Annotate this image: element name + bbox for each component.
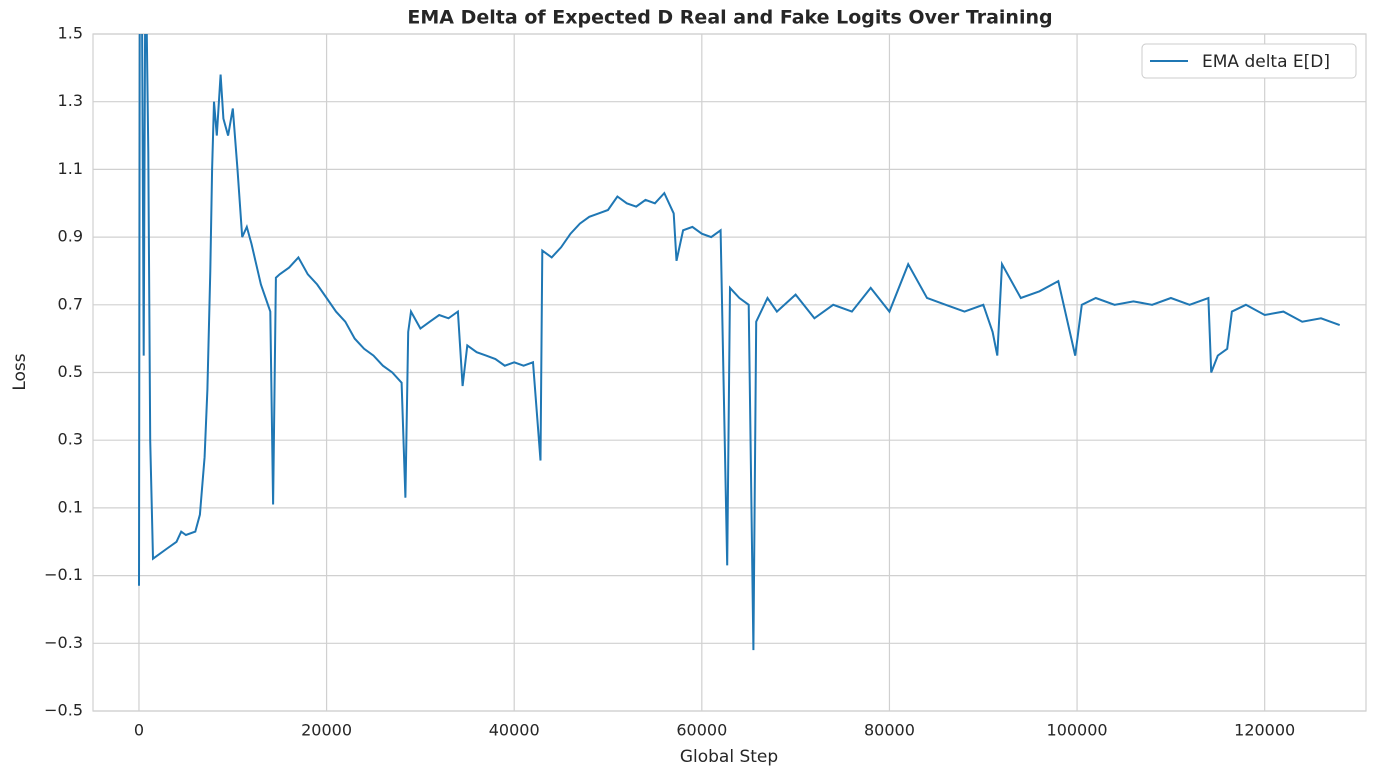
- x-tick-label: 0: [134, 721, 144, 740]
- legend: EMA delta E[D]: [1141, 43, 1357, 79]
- x-tick-label: 20000: [301, 721, 352, 740]
- line-series: [138, 34, 1341, 651]
- x-tick-label: 40000: [489, 721, 540, 740]
- y-tick-label: 1.1: [58, 159, 83, 178]
- y-tick-label: 1.5: [58, 24, 83, 43]
- y-tick-label: 0.1: [58, 497, 83, 516]
- y-tick-label: 0.7: [58, 294, 83, 313]
- x-axis-label: Global Step: [680, 747, 778, 767]
- x-tick-label: 120000: [1234, 721, 1295, 740]
- x-tick-label: 100000: [1047, 721, 1108, 740]
- y-tick-label: −0.1: [44, 565, 83, 584]
- y-tick-label: −0.3: [44, 633, 83, 652]
- chart-title: EMA Delta of Expected D Real and Fake Lo…: [407, 7, 1052, 29]
- x-tick-label: 60000: [676, 721, 727, 740]
- y-tick-label: 0.5: [58, 362, 83, 381]
- legend-label: EMA delta E[D]: [1202, 52, 1330, 72]
- y-tick-label: 1.3: [58, 91, 83, 110]
- y-tick-label: 0.3: [58, 430, 83, 449]
- y-axis-label: Loss: [10, 353, 30, 390]
- y-tick-label: 0.9: [58, 227, 83, 246]
- y-tick-label: −0.5: [44, 701, 83, 720]
- x-tick-label: 80000: [864, 721, 915, 740]
- legend-box: [1141, 43, 1357, 79]
- plot-frame: [92, 33, 1367, 712]
